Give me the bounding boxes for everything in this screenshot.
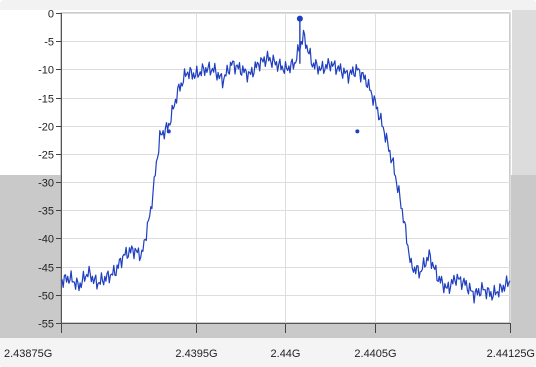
bottom-label-strip xyxy=(0,338,536,367)
y-tick-label: -5 xyxy=(44,37,54,49)
y-tick-label: -45 xyxy=(38,263,54,275)
x-tick-label: 2.4405G xyxy=(354,348,396,360)
y-tick-label: 0 xyxy=(48,9,54,21)
x-tick-label: 2.4395G xyxy=(175,348,217,360)
x-tick-label: 2.43875G xyxy=(4,348,52,360)
y-tick-label: -15 xyxy=(38,94,54,106)
y-tick-label: -35 xyxy=(38,206,54,218)
y-tick-label: -50 xyxy=(38,291,54,303)
y-tick-label: -20 xyxy=(38,122,54,134)
y-tick-label: -10 xyxy=(38,65,54,77)
y-tick-label: -55 xyxy=(38,319,54,331)
series-layer xyxy=(60,15,511,304)
x-tick-label: 2.44G xyxy=(271,348,301,360)
series-line xyxy=(60,29,511,304)
axes xyxy=(56,13,511,333)
right-strip xyxy=(512,0,536,175)
y-tick-label: -30 xyxy=(38,178,54,190)
data-marker xyxy=(355,129,360,134)
y-tick-label: -25 xyxy=(38,150,54,162)
x-tick-label: 2.44125G xyxy=(487,348,535,360)
peak-marker xyxy=(296,15,303,22)
tick-labels: 0 -5 -10 -15 -20 -25 -30 -35 -40 -45 -50 -55 2.43875… xyxy=(4,9,535,361)
top-strip xyxy=(0,0,536,10)
data-marker xyxy=(166,129,171,134)
y-tick-label: -40 xyxy=(38,234,54,246)
